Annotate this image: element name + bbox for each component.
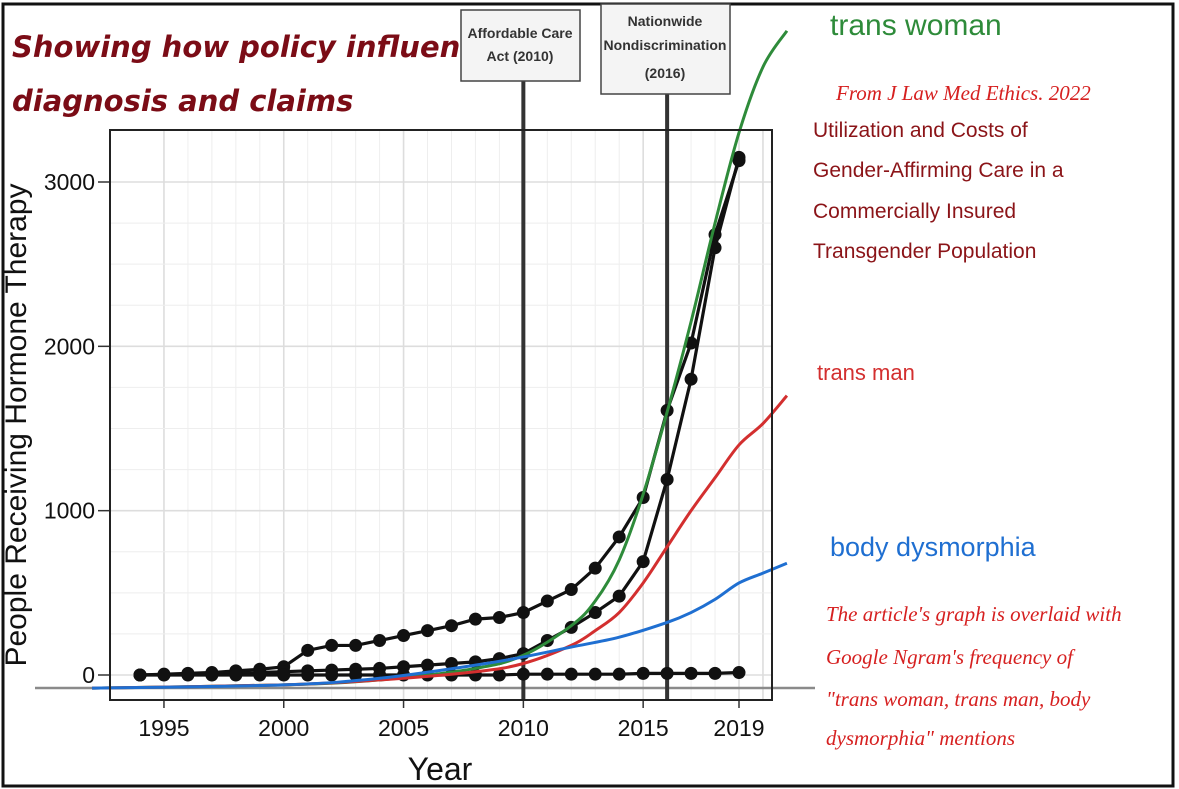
series-2-point xyxy=(349,668,363,682)
series-2-point xyxy=(301,668,315,682)
series-2-point xyxy=(708,666,722,680)
series-2-point xyxy=(660,666,674,680)
x-tick-label: 2010 xyxy=(498,715,549,741)
series-0-point xyxy=(588,561,602,575)
source-title-line4: Transgender Population xyxy=(813,240,1036,263)
legend-body-dysmorphia: body dysmorphia xyxy=(830,532,1037,562)
y-tick-label: 2000 xyxy=(44,333,95,359)
series-2-point xyxy=(157,668,171,682)
series-2-point xyxy=(229,668,243,682)
series-2-point xyxy=(181,668,195,682)
series-0-point xyxy=(301,643,315,657)
annotation-nd-line1: Nationwide xyxy=(628,13,703,29)
note-line2: Google Ngram's frequency of xyxy=(826,645,1076,669)
note-line3: "trans woman, trans man, body xyxy=(826,687,1091,711)
annotation-aca-line1: Affordable Care xyxy=(467,25,572,41)
series-2-point xyxy=(277,668,291,682)
series-0-point xyxy=(325,638,339,652)
annotation-aca-line2: Act (2010) xyxy=(487,48,554,64)
series-2-point xyxy=(133,668,147,682)
series-0-point xyxy=(468,612,482,626)
x-tick-label: 2005 xyxy=(378,715,429,741)
y-tick-label: 1000 xyxy=(44,498,95,524)
x-tick-label: 1995 xyxy=(138,715,189,741)
series-0-point xyxy=(349,638,363,652)
annotation-nd-line2: Nondiscrimination xyxy=(604,37,727,53)
series-2-point xyxy=(253,668,267,682)
annotation-nd-line3: (2016) xyxy=(645,65,685,81)
annotation-aca: Affordable Care Act (2010) xyxy=(460,9,581,82)
source-citation: From J Law Med Ethics. 2022 xyxy=(835,81,1091,105)
series-2-point xyxy=(612,667,626,681)
series-0-point xyxy=(373,633,387,647)
y-tick-label: 0 xyxy=(82,662,95,688)
series-1-point xyxy=(684,372,698,386)
y-tick-label: 3000 xyxy=(44,169,95,195)
y-axis-label: People Receiving Hormone Therapy xyxy=(0,183,33,666)
note-line1: The article's graph is overlaid with xyxy=(826,602,1122,626)
series-1-point xyxy=(636,555,650,569)
series-1-point xyxy=(612,589,626,603)
series-0-point xyxy=(612,530,626,544)
note-line4: dysmorphia" mentions xyxy=(826,726,1015,750)
series-2-point xyxy=(588,667,602,681)
series-0-point xyxy=(516,606,530,620)
series-2-point xyxy=(564,667,578,681)
series-1-point xyxy=(708,241,722,255)
series-2-point xyxy=(732,666,746,680)
series-2-point xyxy=(636,666,650,680)
series-0-point xyxy=(397,629,411,643)
series-2-point xyxy=(492,668,506,682)
x-tick-label: 2015 xyxy=(618,715,669,741)
series-0-point xyxy=(564,583,578,597)
x-axis-label: Year xyxy=(408,751,473,787)
page-title-line1: Showing how policy influences xyxy=(12,30,514,64)
plot-background xyxy=(110,130,772,700)
x-tick-label: 2019 xyxy=(713,715,764,741)
legend-trans-woman: trans woman xyxy=(830,9,1002,42)
x-tick-label: 2000 xyxy=(258,715,309,741)
series-2-point xyxy=(516,667,530,681)
annotation-nondiscrimination: Nationwide Nondiscrimination (2016) xyxy=(600,3,731,95)
source-title-line2: Gender-Affirming Care in a xyxy=(813,159,1064,182)
series-0-point xyxy=(540,594,554,608)
source-title-line1: Utilization and Costs of xyxy=(813,119,1028,142)
source-title-line3: Commercially Insured xyxy=(813,200,1016,223)
series-2-point xyxy=(684,666,698,680)
axis-ticks: 1995 2000 2005 2010 2015 2019 0 1000 2000 3000 xyxy=(44,169,765,741)
series-1-point xyxy=(588,606,602,620)
policy-lines xyxy=(521,81,670,700)
series-0-point xyxy=(492,610,506,624)
series-1-point xyxy=(660,472,674,486)
plot-border xyxy=(109,129,773,701)
series-1-point xyxy=(732,150,746,164)
overlay-line-body-dysmorphia xyxy=(92,561,788,690)
series-1-point xyxy=(421,658,435,672)
series-2-point xyxy=(325,668,339,682)
plot-panel xyxy=(110,130,772,700)
series-0-point xyxy=(444,619,458,633)
overlay-group xyxy=(92,29,789,690)
series-2-point xyxy=(205,668,219,682)
page-title-line2: diagnosis and claims xyxy=(12,84,353,118)
legend-trans-man: trans man xyxy=(817,360,915,385)
series-0-point xyxy=(421,624,435,638)
series-2-point xyxy=(540,667,554,681)
